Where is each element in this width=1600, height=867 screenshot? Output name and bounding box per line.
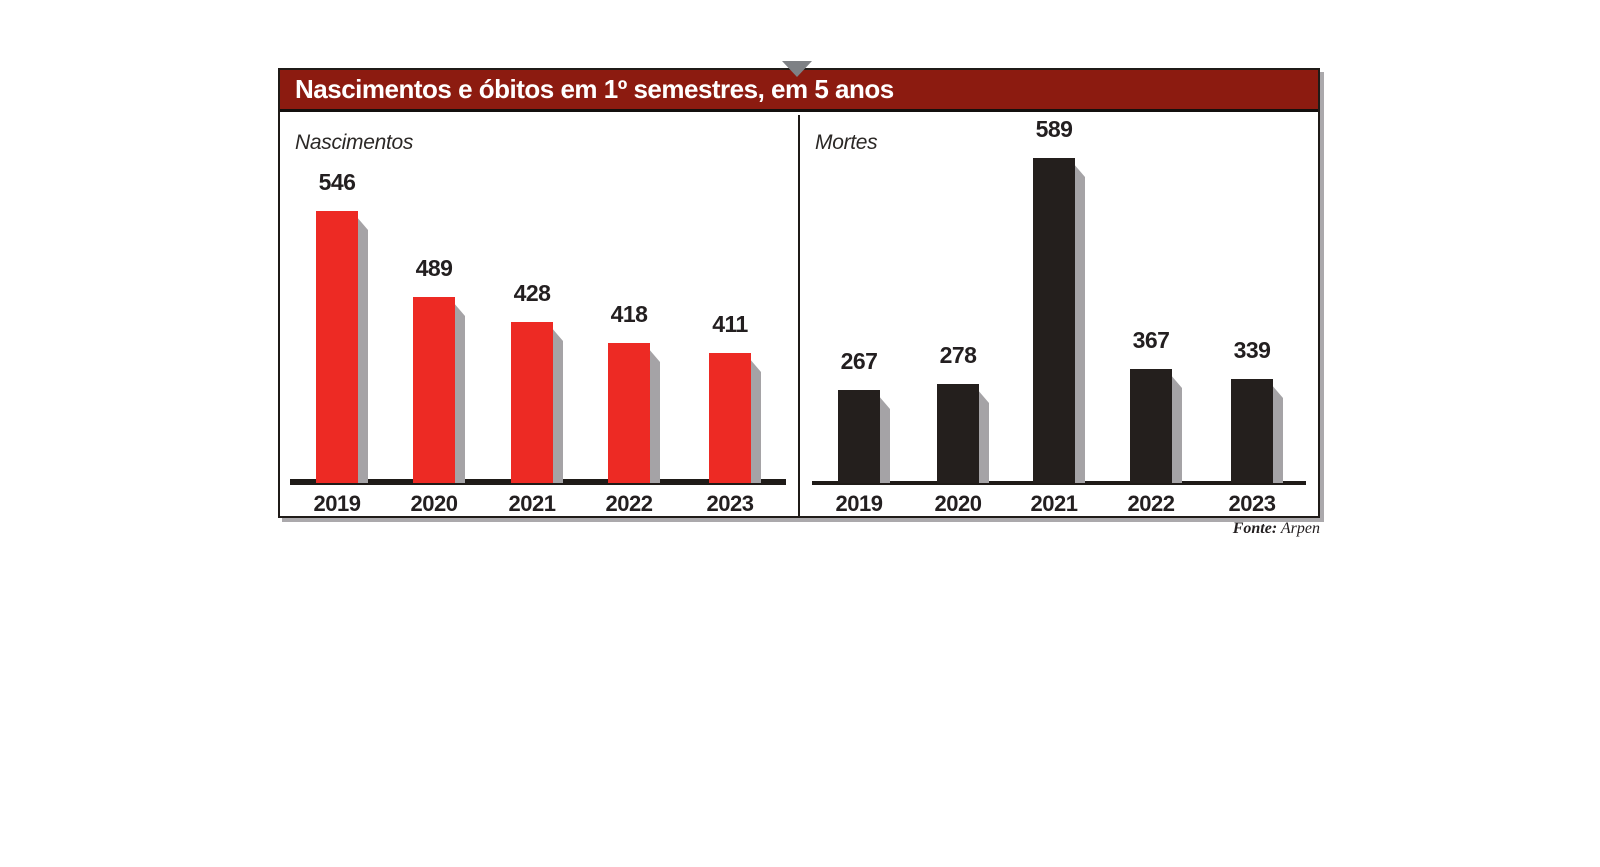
charts-area: Nascimentos 546 2019 489 2020 428 2021 418 2022…: [280, 115, 1318, 516]
bar-value-label: 418: [610, 301, 648, 327]
deaths-chart-label: Mortes: [815, 131, 878, 154]
bar-shadow: [749, 358, 761, 483]
bar-value-label: 278: [939, 342, 977, 368]
pointer-triangle-icon: [782, 61, 812, 77]
bar: [709, 353, 751, 483]
bar: [413, 297, 455, 483]
bar-year-label: 2021: [508, 491, 556, 516]
bar: [1130, 369, 1172, 483]
figure-title: Nascimentos e óbitos em 1º semestres, em…: [295, 74, 894, 104]
bar-value-label: 546: [318, 169, 356, 195]
source-credit: Fonte: Arpen: [1233, 520, 1320, 538]
bar-value-label: 339: [1233, 337, 1271, 363]
bar-year-label: 2020: [934, 491, 982, 516]
bar-year-label: 2022: [1127, 491, 1175, 516]
bar-year-label: 2023: [706, 491, 754, 516]
bar: [316, 211, 358, 483]
bar-year-label: 2019: [313, 491, 361, 516]
bar-shadow: [1073, 163, 1085, 483]
bar-shadow: [977, 389, 989, 483]
bar: [511, 322, 553, 483]
bar-shadow: [648, 348, 660, 483]
bar-value-label: 367: [1132, 327, 1170, 353]
bar-shadow: [1170, 374, 1182, 483]
bar-shadow: [1271, 384, 1283, 483]
source-value: Arpen: [1280, 520, 1320, 537]
bar-shadow: [878, 395, 890, 483]
bar-shadow: [453, 302, 465, 483]
bar: [608, 343, 650, 483]
infographic-frame: Nascimentos e óbitos em 1º semestres, em…: [278, 61, 1320, 537]
bar-value-label: 411: [712, 311, 748, 337]
source-label: Fonte:: [1232, 520, 1278, 537]
bar-year-label: 2019: [835, 491, 883, 516]
bar: [1033, 158, 1075, 483]
bar-value-label: 589: [1035, 116, 1073, 142]
figure-title-bar: Nascimentos e óbitos em 1º semestres, em…: [280, 70, 1318, 112]
bar: [838, 390, 880, 483]
births-chart: Nascimentos 546 2019 489 2020 428 2021 418 2022…: [280, 115, 798, 516]
bar-year-label: 2020: [410, 491, 458, 516]
bar-shadow: [551, 327, 563, 483]
bar-year-label: 2021: [1030, 491, 1078, 516]
bar-value-label: 267: [840, 348, 878, 374]
bar-value-label: 489: [415, 255, 453, 281]
bar: [937, 384, 979, 483]
bar-value-label: 428: [513, 280, 551, 306]
bar-year-label: 2023: [1228, 491, 1276, 516]
bar: [1231, 379, 1273, 483]
bar-shadow: [356, 216, 368, 483]
bar-year-label: 2022: [605, 491, 653, 516]
deaths-axis-baseline: [812, 481, 1306, 485]
deaths-chart: Mortes 267 2019 278 2020 589 2021 367 2022 339 20…: [798, 115, 1318, 516]
births-chart-label: Nascimentos: [295, 131, 414, 154]
